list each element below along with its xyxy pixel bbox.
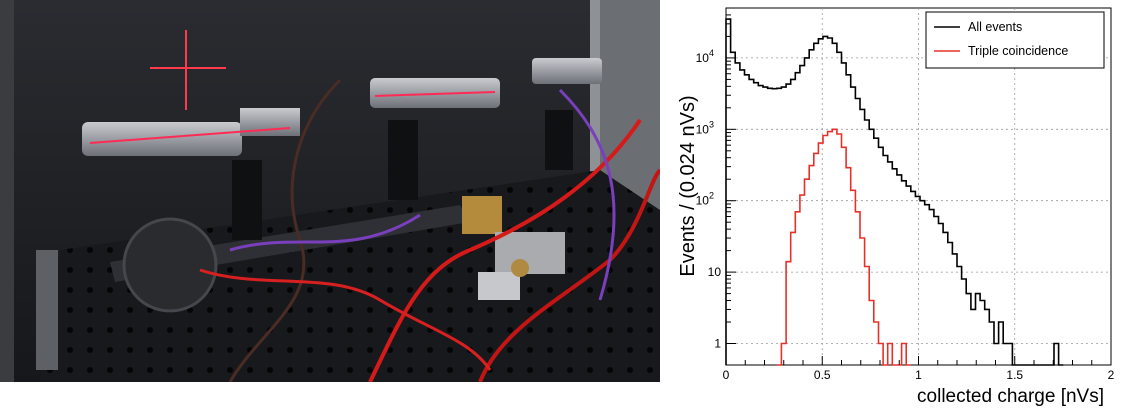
lab-setup-photo bbox=[0, 0, 660, 382]
series-layer bbox=[725, 18, 1064, 366]
x-tick-label: 0.5 bbox=[814, 368, 831, 382]
y-tick-label: 10 bbox=[708, 265, 722, 279]
legend-triple-coincidence-label: Triple coincidence bbox=[968, 44, 1068, 58]
x-tick-label: 0 bbox=[723, 368, 730, 382]
x-tick-label: 1 bbox=[915, 368, 922, 382]
y-tick-exponent: 2 bbox=[709, 191, 714, 201]
series-all-events bbox=[725, 18, 1064, 366]
y-tick-exponent: 4 bbox=[709, 48, 714, 58]
legend-all-events-label: All events bbox=[968, 20, 1022, 34]
legend: All events Triple coincidence bbox=[925, 11, 1105, 69]
x-tick-label: 1.5 bbox=[1006, 368, 1023, 382]
series-triple-coincidence bbox=[776, 128, 911, 366]
y-tick-label: 104 bbox=[696, 48, 714, 65]
lab-setup-photo-icon bbox=[0, 0, 660, 382]
y-axis-label: Events / (0.024 nVs) bbox=[677, 95, 699, 276]
histogram-panel: 0 0.5 1 1.5 2 1 10 102 103 104 Events / (0.024 nV… bbox=[664, 0, 1122, 410]
y-tick-label: 1 bbox=[714, 337, 721, 351]
x-axis-label: collected charge [nVs] bbox=[917, 386, 1104, 407]
x-tick-label: 2 bbox=[1108, 368, 1115, 382]
y-tick-exponent: 3 bbox=[709, 119, 714, 129]
